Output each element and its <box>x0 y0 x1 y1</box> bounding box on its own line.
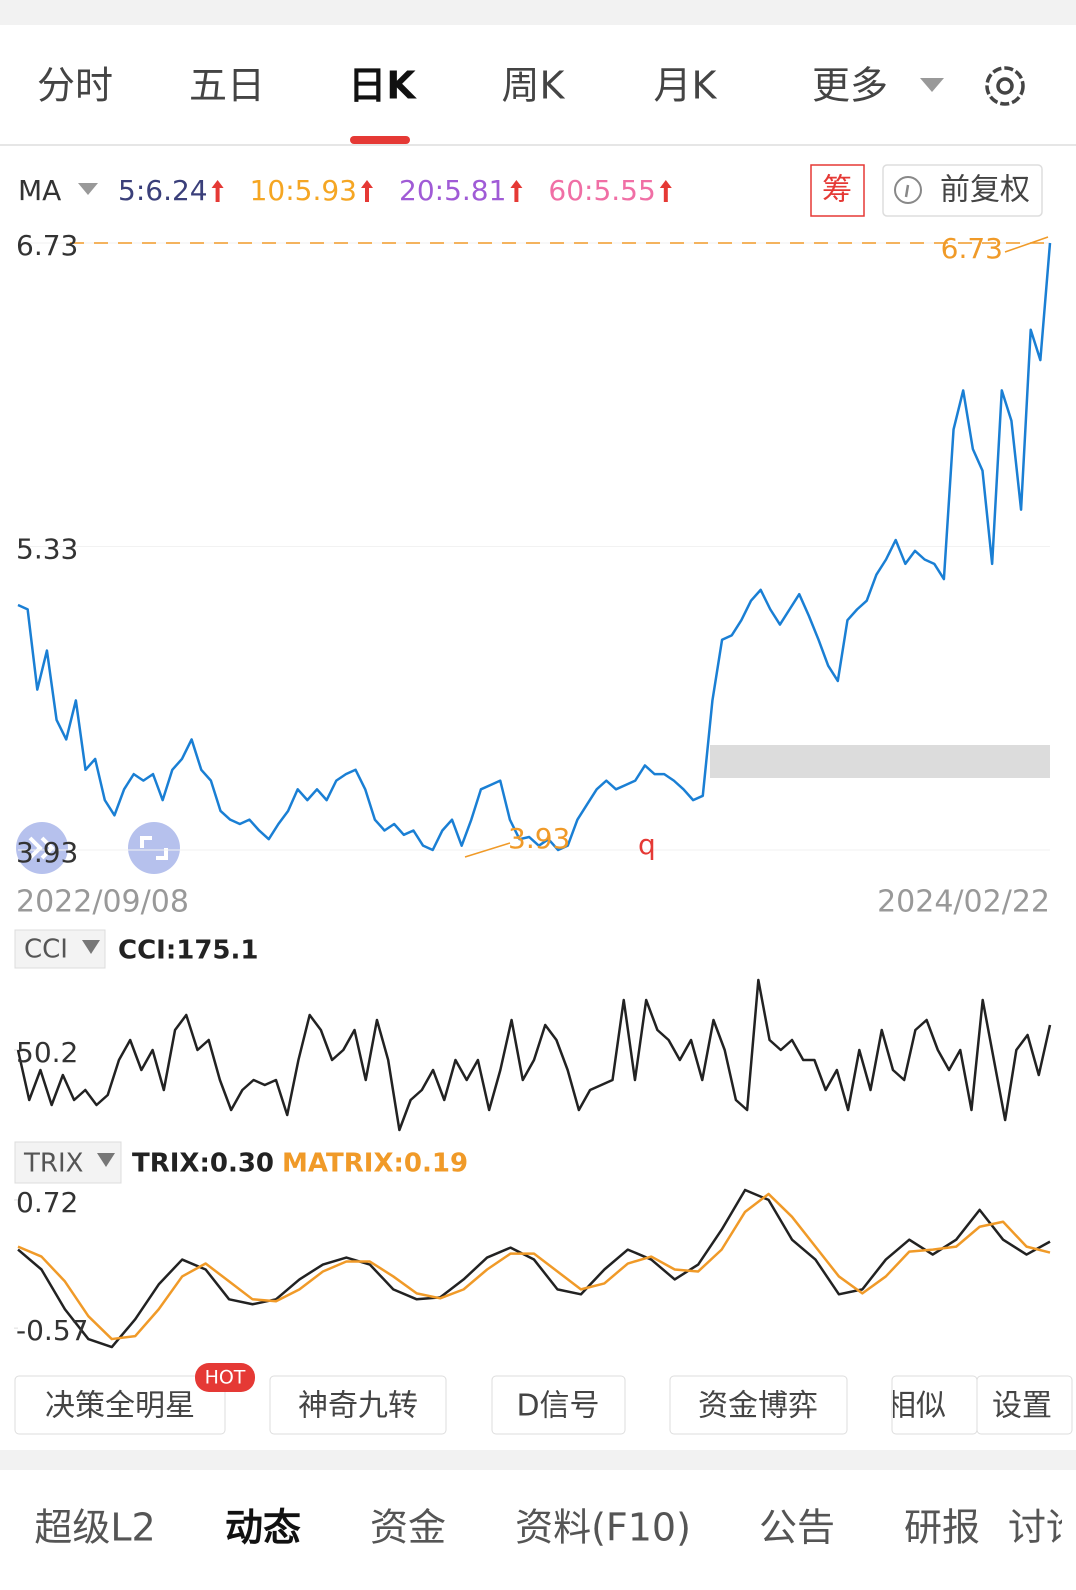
dropdown-arrow <box>78 183 98 195</box>
end-date: 2024/02/22 <box>877 885 1050 920</box>
ma-row: MA 筹 前复权 <box>18 164 1043 217</box>
hot-badge <box>195 1363 255 1392</box>
tab[interactable]: 周K <box>502 64 566 108</box>
series-line <box>17 1192 1051 1341</box>
separator <box>0 1450 1076 1470</box>
tool-button[interactable] <box>669 1375 848 1435</box>
matrix-readout: MATRIX:0.19 <box>282 1149 468 1179</box>
indicator-select[interactable] <box>14 1141 122 1184</box>
tab-indicator <box>350 136 410 144</box>
ma-value: 20:5.81 <box>399 174 506 207</box>
y-tick-label: 0.72 <box>16 1186 78 1219</box>
adjust-button[interactable] <box>882 164 1043 217</box>
y-tick-label: 5.33 <box>16 533 78 566</box>
bottom-tab[interactable]: 公告 <box>759 1506 835 1550</box>
up-arrow <box>659 180 672 202</box>
gear <box>985 66 1025 106</box>
high-label: 6.73 <box>941 232 1003 265</box>
tab[interactable]: 月K <box>654 64 718 108</box>
tool-button[interactable] <box>491 1375 626 1435</box>
low-label: 3.93 <box>508 822 570 855</box>
start-date: 2022/09/08 <box>16 885 189 920</box>
tab[interactable]: 分时 <box>37 64 113 108</box>
indicator-name: CCI <box>24 935 68 965</box>
tab-active[interactable]: 日K <box>348 64 417 108</box>
up-arrow <box>510 180 523 202</box>
adjust-label: 前复权 <box>940 173 1030 208</box>
tool-label: 神奇九转 <box>298 1389 418 1424</box>
chip-label: 筹 <box>822 173 852 208</box>
status-bar <box>0 0 1076 25</box>
up-arrow <box>211 180 224 202</box>
signal-marker: q <box>638 828 656 861</box>
series-line <box>17 242 1052 852</box>
toolbar: 决策全明星 HOT 神奇九转 D信号 资金博弈 相似 设置 <box>14 1363 1073 1435</box>
dropdown-arrow <box>97 1153 115 1167</box>
low-pointer <box>464 842 511 858</box>
series-line <box>17 1188 1051 1349</box>
bottom-tab[interactable]: 超级L2 <box>34 1506 155 1550</box>
ma-value: 5:6.24 <box>118 174 208 207</box>
settings-icon[interactable] <box>985 66 1025 106</box>
gap-zone <box>710 745 1050 778</box>
fullscreen-button[interactable] <box>128 822 180 874</box>
bottom-tab-active[interactable]: 动态 <box>225 1506 301 1550</box>
series-line <box>16 978 1052 1132</box>
tool-label: D信号 <box>516 1389 599 1424</box>
tab[interactable]: 更多 <box>812 64 888 108</box>
dropdown-arrow <box>920 78 944 92</box>
info-glyph <box>904 184 910 198</box>
tab[interactable]: 五日 <box>189 64 265 108</box>
tool-button[interactable] <box>14 1375 226 1435</box>
period-tabs: 分时 五日 日K 周K 月K 更多 <box>37 64 1025 144</box>
gear-hub <box>996 77 1014 95</box>
bottom-tab[interactable]: 讨论 <box>1008 1506 1076 1550</box>
y-tick-label: 3.93 <box>16 836 78 869</box>
tool-label: 相似 <box>886 1389 946 1424</box>
tool-label: 资金博弈 <box>698 1389 818 1424</box>
chip-button[interactable] <box>810 164 865 217</box>
ma-label[interactable]: MA <box>18 174 61 207</box>
info-icon <box>894 176 922 204</box>
y-tick-label: -0.57 <box>16 1314 88 1347</box>
tool-label: 设置 <box>992 1389 1052 1424</box>
tool-label: 决策全明星 <box>45 1389 195 1424</box>
y-tick-label: 6.73 <box>16 229 78 262</box>
hot-label: HOT <box>205 1367 246 1389</box>
indicator-name: TRIX <box>23 1149 83 1179</box>
ma-value: 10:5.93 <box>250 174 357 207</box>
bottom-tabs: 超级L2 动态 资金 资料(F10) 公告 研报 讨论 <box>34 1506 1076 1550</box>
fullscreen-glyph <box>140 836 168 860</box>
trix-readout: TRIX:0.30 <box>132 1149 274 1179</box>
high-pointer <box>1004 236 1049 253</box>
tool-button[interactable] <box>269 1375 447 1435</box>
tool-button[interactable] <box>976 1375 1073 1435</box>
bottom-tab[interactable]: 研报 <box>904 1506 980 1550</box>
ma-value: 60:5.55 <box>548 174 655 207</box>
cci-readout: CCI:175.1 <box>118 936 258 966</box>
bottom-tab[interactable]: 资料(F10) <box>515 1506 691 1550</box>
up-arrow <box>361 180 373 202</box>
dropdown-arrow <box>82 940 100 954</box>
expand-glyph <box>28 836 55 860</box>
y-tick-label: 50.2 <box>16 1036 78 1069</box>
bottom-tab[interactable]: 资金 <box>370 1506 446 1550</box>
